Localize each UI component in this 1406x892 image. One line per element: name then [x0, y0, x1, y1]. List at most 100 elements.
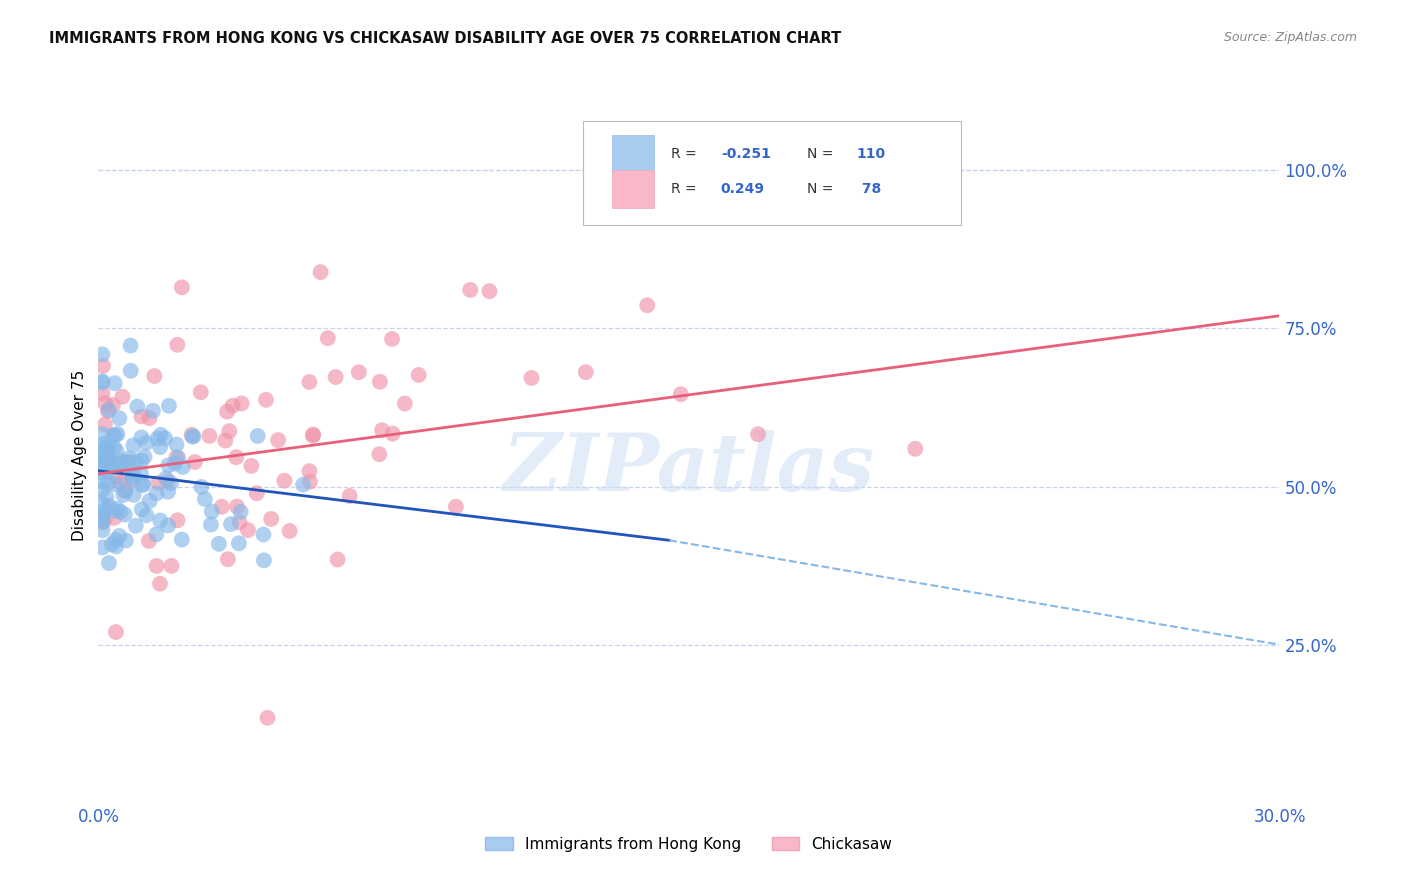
Point	[368, 375, 391, 389]
Point	[91, 426, 114, 441]
Point	[225, 450, 247, 465]
Point	[221, 399, 243, 413]
Point	[160, 476, 183, 491]
Point	[98, 452, 121, 467]
Point	[105, 457, 128, 471]
Point	[127, 400, 149, 414]
Point	[107, 427, 129, 442]
Point	[93, 451, 115, 466]
Point	[302, 427, 325, 442]
Point	[228, 536, 250, 550]
Point	[254, 392, 277, 407]
Point	[117, 451, 139, 466]
Point	[134, 450, 156, 464]
Point	[111, 454, 134, 468]
Point	[105, 469, 128, 483]
Point	[100, 455, 122, 469]
Point	[198, 429, 221, 443]
Point	[94, 417, 117, 432]
Point	[91, 524, 114, 538]
Point	[520, 371, 543, 385]
Y-axis label: Disability Age Over 75: Disability Age Over 75	[72, 369, 87, 541]
Point	[104, 504, 127, 518]
Point	[138, 494, 160, 508]
Point	[132, 476, 155, 491]
Point	[252, 527, 274, 541]
Point	[444, 500, 467, 514]
Point	[575, 365, 598, 379]
Point	[256, 711, 278, 725]
Point	[298, 464, 321, 478]
Point	[105, 540, 128, 554]
Point	[208, 537, 231, 551]
Legend: Immigrants from Hong Kong, Chickasaw: Immigrants from Hong Kong, Chickasaw	[479, 830, 898, 858]
Point	[91, 541, 114, 555]
Point	[316, 331, 339, 345]
Point	[156, 475, 179, 489]
Point	[121, 469, 143, 483]
Point	[121, 473, 143, 487]
Point	[110, 476, 132, 491]
FancyBboxPatch shape	[582, 121, 960, 226]
Point	[292, 477, 315, 491]
Point	[108, 529, 131, 543]
Point	[131, 478, 153, 492]
Point	[368, 447, 391, 461]
Text: -0.251: -0.251	[721, 147, 770, 161]
Point	[260, 512, 283, 526]
Point	[394, 396, 416, 410]
Point	[339, 489, 361, 503]
Point	[160, 558, 183, 573]
Point	[408, 368, 430, 382]
Point	[138, 533, 160, 548]
Point	[278, 524, 301, 538]
Point	[298, 375, 321, 389]
Point	[157, 399, 180, 413]
Point	[135, 435, 157, 450]
Point	[246, 486, 269, 500]
Point	[131, 409, 153, 424]
Point	[104, 533, 127, 547]
Point	[122, 465, 145, 479]
Point	[381, 426, 404, 441]
Point	[93, 515, 115, 529]
Point	[105, 501, 128, 516]
Point	[117, 455, 139, 469]
Point	[231, 396, 253, 410]
Point	[108, 458, 131, 472]
Point	[217, 552, 239, 566]
Point	[181, 429, 204, 443]
Point	[200, 517, 222, 532]
Point	[104, 376, 127, 391]
Point	[309, 265, 332, 279]
Point	[170, 280, 193, 294]
Point	[166, 338, 188, 352]
Point	[120, 338, 142, 352]
Point	[96, 441, 118, 455]
Point	[180, 427, 202, 442]
Point	[91, 466, 114, 480]
Point	[114, 484, 136, 499]
Text: N =: N =	[807, 147, 838, 161]
Point	[97, 499, 120, 513]
Point	[103, 511, 125, 525]
Point	[298, 475, 321, 489]
Text: 78: 78	[856, 182, 882, 196]
Point	[103, 441, 125, 455]
Point	[201, 504, 224, 518]
Point	[371, 423, 394, 437]
Point	[214, 434, 236, 448]
Point	[91, 459, 114, 474]
Point	[184, 455, 207, 469]
Point	[91, 376, 114, 390]
Point	[226, 500, 249, 514]
Point	[91, 496, 114, 510]
Point	[91, 374, 114, 388]
Point	[120, 364, 142, 378]
Point	[104, 625, 127, 640]
Point	[904, 442, 927, 456]
Point	[105, 443, 128, 458]
Point	[381, 332, 404, 346]
Point	[747, 427, 769, 442]
Point	[149, 513, 172, 527]
